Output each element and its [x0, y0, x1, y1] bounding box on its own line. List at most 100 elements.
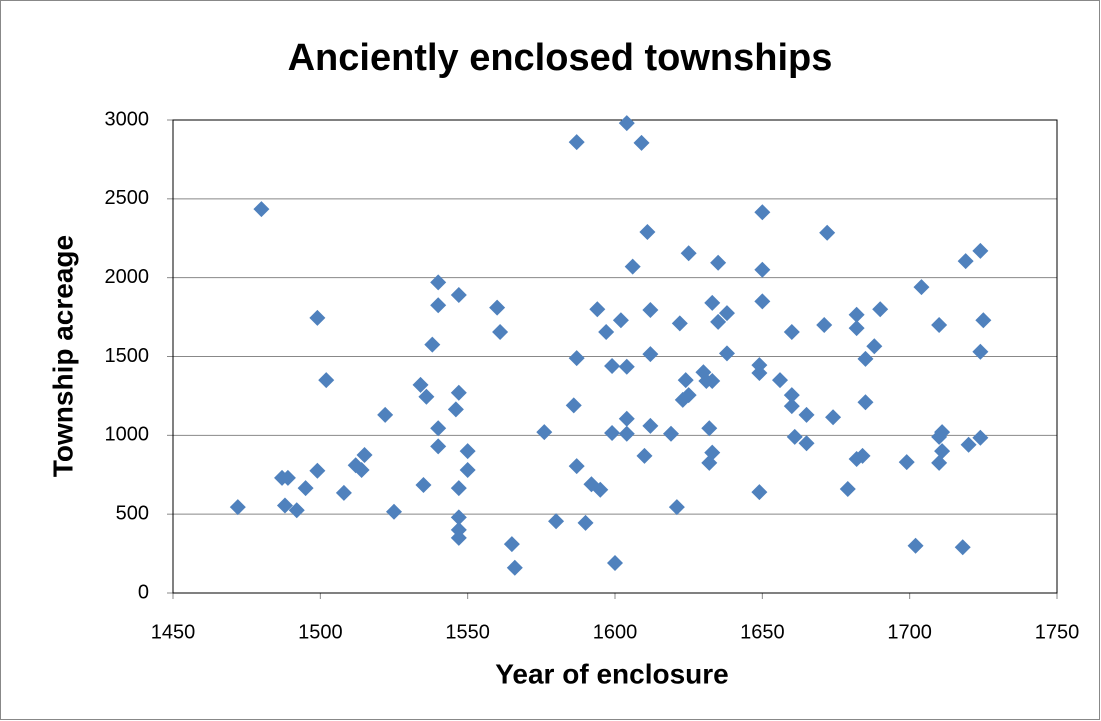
y-tick-label: 3000	[105, 108, 150, 130]
point	[798, 406, 815, 423]
point	[931, 316, 948, 333]
point	[972, 429, 989, 446]
point	[377, 406, 394, 423]
point	[783, 398, 800, 415]
y-tick-label: 2000	[105, 266, 150, 288]
x-tick-label: 1700	[887, 621, 932, 643]
x-tick-label: 1750	[1035, 621, 1080, 643]
point	[618, 410, 635, 427]
point	[430, 297, 447, 314]
point	[954, 539, 971, 556]
y-tick-label: 0	[138, 581, 149, 603]
point	[492, 324, 509, 341]
point	[568, 134, 585, 151]
plot-area	[172, 119, 1058, 594]
point	[412, 376, 429, 393]
point	[297, 480, 314, 497]
point	[857, 350, 874, 367]
point	[668, 499, 685, 516]
point	[335, 484, 352, 501]
point	[848, 320, 865, 337]
point	[418, 388, 435, 405]
point	[931, 454, 948, 471]
y-tick-label: 2500	[105, 187, 150, 209]
point	[459, 462, 476, 479]
point	[754, 204, 771, 221]
x-tick-label: 1650	[740, 621, 785, 643]
point	[848, 306, 865, 323]
point	[592, 481, 609, 498]
point	[972, 242, 989, 259]
point	[424, 336, 441, 353]
x-tick-label: 1450	[151, 621, 196, 643]
point	[866, 338, 883, 355]
y-tick-label: 1000	[105, 424, 150, 446]
point	[786, 428, 803, 445]
point	[751, 365, 768, 382]
point	[857, 394, 874, 411]
point	[839, 480, 856, 497]
point	[548, 513, 565, 530]
point	[612, 312, 629, 329]
point	[288, 502, 305, 519]
point	[680, 387, 697, 404]
x-tick-label: 1500	[298, 621, 343, 643]
point	[503, 536, 520, 553]
x-axis-label: Year of enclosure	[495, 658, 728, 689]
point	[854, 447, 871, 464]
point	[318, 372, 335, 389]
point	[872, 301, 889, 318]
point	[577, 514, 594, 531]
point	[825, 409, 842, 426]
point	[642, 417, 659, 434]
point	[972, 343, 989, 360]
point	[913, 279, 930, 296]
point	[618, 358, 635, 375]
point	[934, 424, 951, 441]
x-tick-label: 1550	[445, 621, 490, 643]
point	[907, 537, 924, 554]
point	[607, 555, 623, 572]
point	[934, 443, 951, 460]
point	[642, 301, 659, 318]
point	[618, 115, 635, 132]
point	[718, 305, 735, 322]
point	[642, 346, 659, 363]
point	[671, 315, 688, 332]
point	[489, 299, 506, 316]
point	[353, 462, 370, 479]
point	[568, 458, 585, 475]
point	[459, 443, 476, 460]
point	[772, 372, 789, 389]
point	[710, 313, 727, 330]
point	[819, 224, 836, 241]
point	[309, 462, 326, 479]
point	[604, 424, 621, 441]
point	[276, 497, 293, 514]
point	[754, 261, 771, 278]
x-tick-label: 1600	[593, 621, 638, 643]
point	[598, 324, 615, 341]
point	[957, 253, 974, 270]
point	[677, 372, 694, 389]
point	[798, 435, 815, 452]
point	[309, 309, 326, 326]
point	[450, 529, 467, 546]
point	[430, 438, 447, 455]
point	[415, 476, 432, 493]
point	[704, 294, 721, 311]
point	[565, 397, 582, 414]
point	[229, 499, 246, 516]
point	[430, 420, 447, 437]
point	[754, 293, 771, 310]
point	[704, 372, 721, 389]
point	[536, 424, 553, 441]
point	[356, 447, 373, 464]
point	[386, 503, 402, 520]
point	[636, 447, 653, 464]
point	[898, 454, 915, 471]
point	[253, 201, 270, 218]
point	[618, 425, 635, 442]
